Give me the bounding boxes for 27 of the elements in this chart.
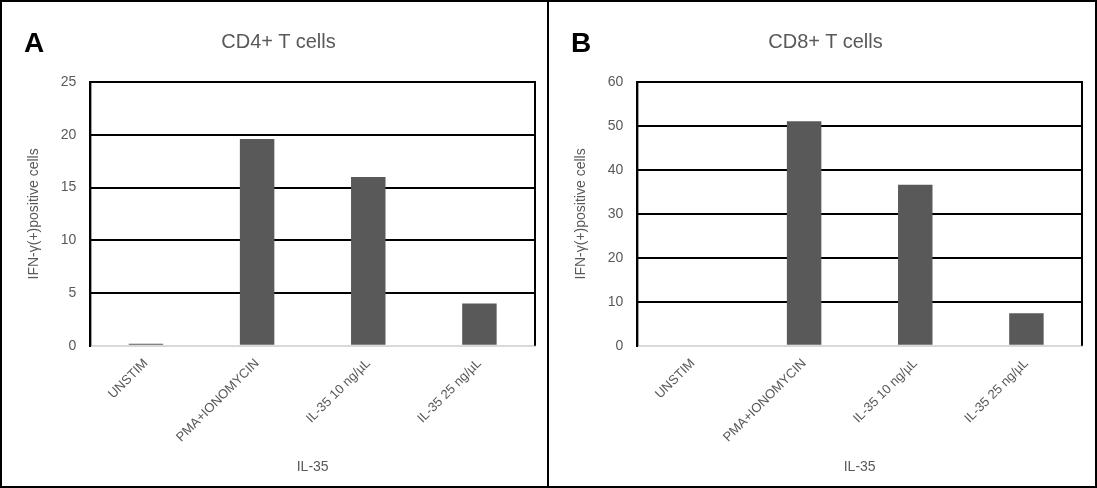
chart-title: CD4+ T cells xyxy=(221,29,336,52)
x-axis-title: IL-35 xyxy=(296,458,329,475)
bar xyxy=(1009,313,1044,345)
y-tick-label: 10 xyxy=(607,292,624,309)
y-axis-title: IFN-γ(+)positive cells xyxy=(25,148,42,280)
y-tick-label: 20 xyxy=(607,248,624,265)
text: A xyxy=(24,26,45,58)
x-axis-title: IL-35 xyxy=(843,458,876,475)
bar xyxy=(462,303,497,345)
y-tick-label: 15 xyxy=(60,178,77,195)
y-tick-label: 60 xyxy=(607,72,624,89)
y-tick-label: 25 xyxy=(60,72,77,89)
y-tick-label: 40 xyxy=(607,160,624,177)
bar xyxy=(239,138,275,345)
bar xyxy=(351,176,386,345)
y-tick-label: 0 xyxy=(615,336,624,353)
y-tick-label: 5 xyxy=(68,283,77,300)
y-tick-label: 50 xyxy=(607,116,624,133)
chart-title: CD8+ T cells xyxy=(768,29,883,52)
y-tick-label: 20 xyxy=(60,125,77,142)
y-tick-label: 30 xyxy=(607,204,624,221)
bar xyxy=(786,121,822,345)
text: B xyxy=(571,26,592,58)
bar xyxy=(898,184,933,345)
y-tick-label: 10 xyxy=(60,231,77,248)
y-axis-title: IFN-γ(+)positive cells xyxy=(572,148,589,280)
y-tick-label: 0 xyxy=(68,336,77,353)
